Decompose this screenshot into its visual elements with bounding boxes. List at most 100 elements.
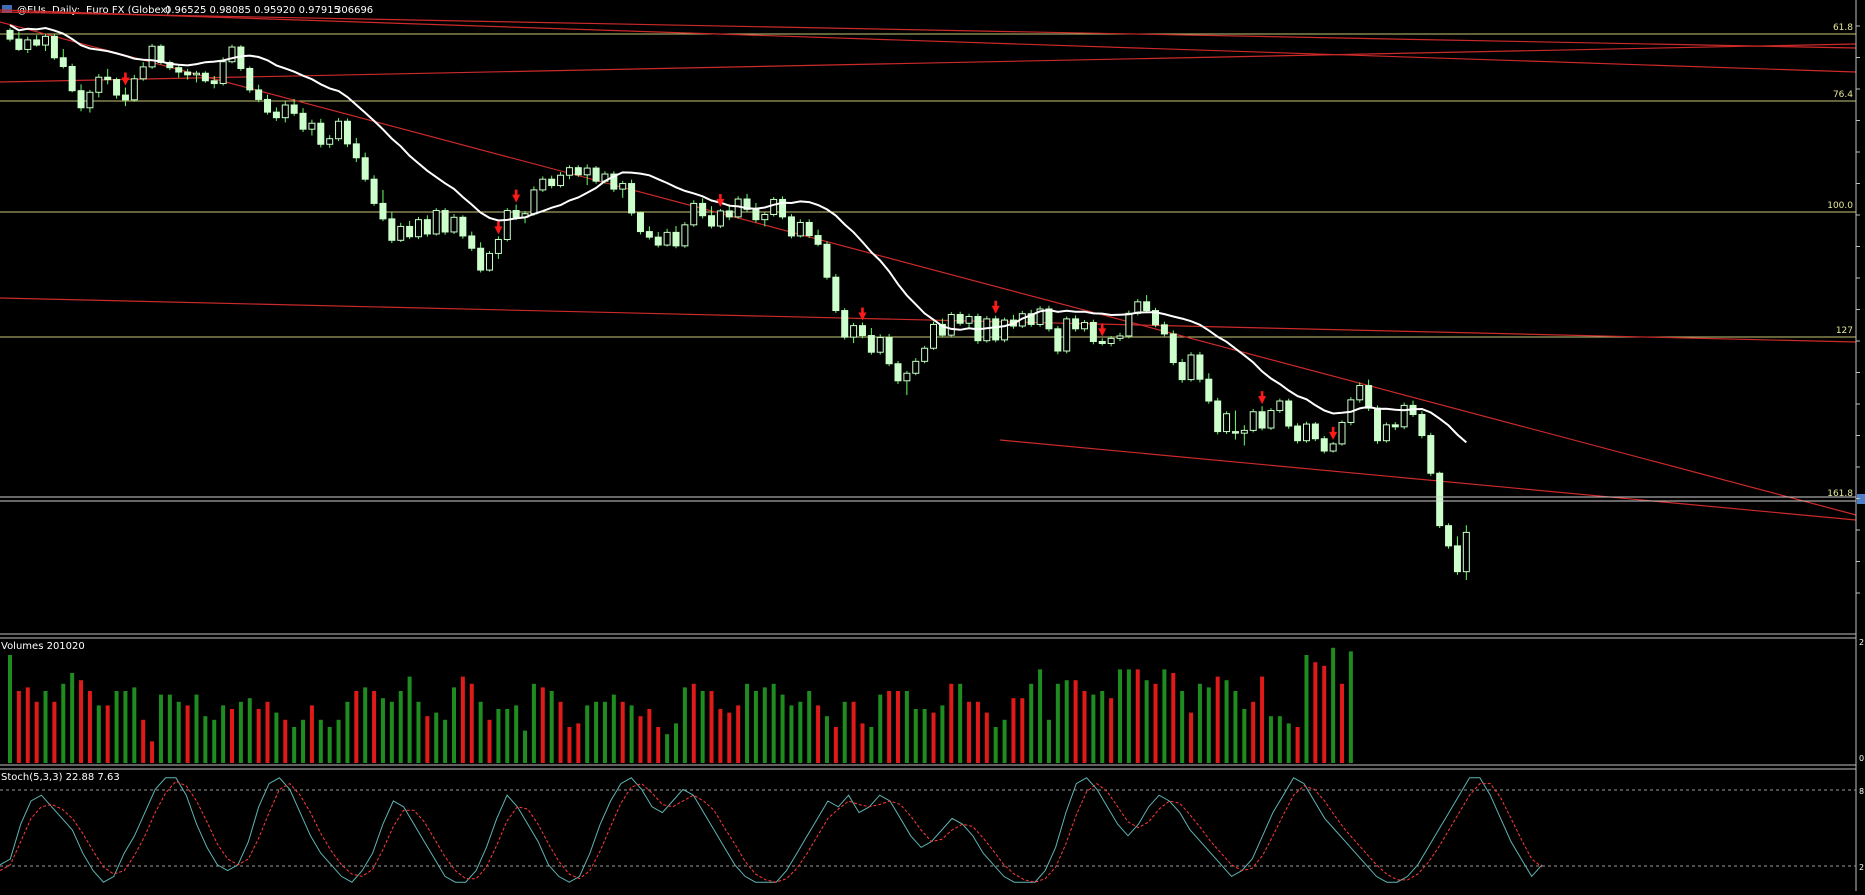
candle-body bbox=[841, 310, 849, 338]
volume-bar bbox=[70, 673, 75, 763]
candle-body bbox=[1338, 421, 1346, 445]
volume-bar bbox=[123, 691, 128, 763]
candle-body bbox=[663, 231, 671, 246]
stoch-level-bottom: 2 bbox=[1859, 863, 1864, 872]
candle-body bbox=[192, 72, 200, 76]
candle-body bbox=[1249, 411, 1257, 431]
volume-bar bbox=[1162, 669, 1167, 763]
volume-bar bbox=[762, 687, 767, 763]
volume-bar bbox=[496, 709, 501, 763]
stoch-level-top: 8 bbox=[1859, 787, 1864, 796]
signal-arrow bbox=[716, 193, 725, 207]
signal-arrow bbox=[121, 72, 130, 86]
volume-bar bbox=[1091, 694, 1096, 763]
candle-body bbox=[1143, 301, 1151, 312]
volume-bar bbox=[96, 705, 101, 763]
volume-bar bbox=[1215, 676, 1220, 763]
candle-body bbox=[468, 235, 476, 249]
volume-bar bbox=[345, 701, 350, 763]
candle-body bbox=[33, 39, 41, 46]
candle-body bbox=[414, 219, 422, 238]
candle-body bbox=[210, 80, 218, 85]
volume-bar bbox=[407, 676, 412, 763]
candle-body bbox=[1462, 531, 1470, 573]
volume-bar bbox=[283, 719, 288, 763]
candle-body bbox=[1152, 310, 1160, 326]
volume-bar bbox=[940, 705, 945, 763]
candle-body bbox=[752, 208, 760, 221]
fibo-label: 61.8 bbox=[1833, 23, 1853, 33]
candle-body bbox=[308, 122, 316, 130]
volume-bar bbox=[256, 709, 261, 763]
volume-bar bbox=[389, 701, 394, 763]
candle-body bbox=[1196, 354, 1204, 380]
candle-body bbox=[610, 173, 618, 190]
volume-bar bbox=[150, 741, 155, 763]
volume-bar bbox=[380, 698, 385, 763]
volume-bar bbox=[221, 705, 226, 763]
volume-bars bbox=[8, 647, 1353, 763]
volume-bar bbox=[1038, 669, 1043, 763]
stoch-signal-line bbox=[0, 780, 1543, 883]
flag-icon bbox=[2, 5, 12, 13]
volume-bar bbox=[629, 705, 634, 763]
volume-bar bbox=[274, 712, 279, 763]
volume-bar bbox=[1180, 691, 1185, 763]
candle-body bbox=[1302, 423, 1310, 442]
volume-bar bbox=[1331, 647, 1336, 763]
candle-body bbox=[716, 210, 724, 227]
candle-body bbox=[938, 323, 946, 336]
volume-bar bbox=[1118, 669, 1122, 763]
volume-bar bbox=[292, 727, 297, 763]
candle-body bbox=[361, 157, 369, 180]
candle-body bbox=[725, 210, 733, 218]
volume-scale-top: 2 bbox=[1859, 638, 1864, 647]
candle-body bbox=[388, 218, 396, 241]
volume-bar bbox=[8, 655, 12, 763]
candle-body bbox=[1400, 404, 1408, 428]
candle-body bbox=[619, 183, 627, 190]
candle-body bbox=[228, 46, 236, 63]
candle-body bbox=[672, 231, 680, 247]
volume-label: Volumes 201020 bbox=[1, 641, 85, 652]
candle-body bbox=[1365, 385, 1373, 409]
candle-body bbox=[930, 323, 938, 349]
volume-bar bbox=[576, 723, 581, 763]
candle-body bbox=[894, 363, 902, 382]
volume-bar bbox=[34, 701, 39, 763]
volume-bar bbox=[638, 716, 643, 763]
volume-bar bbox=[700, 691, 705, 763]
candle-body bbox=[654, 236, 662, 246]
volume-bar bbox=[860, 723, 865, 763]
trendlines bbox=[0, 9, 1857, 521]
stoch-label: Stoch(5,3,3) 22.88 7.63 bbox=[1, 772, 120, 783]
candle-body bbox=[1276, 400, 1284, 412]
candle-body bbox=[1445, 525, 1453, 547]
volume-bar bbox=[1251, 701, 1256, 763]
candle-body bbox=[175, 67, 183, 73]
volume-bar bbox=[309, 705, 314, 763]
candle-body bbox=[317, 122, 325, 145]
candle-body bbox=[805, 221, 813, 237]
candle-body bbox=[477, 247, 485, 271]
volume-bar bbox=[1304, 655, 1309, 763]
candle-body bbox=[1427, 435, 1435, 474]
volume-bar bbox=[16, 691, 21, 763]
candle-body bbox=[592, 167, 600, 182]
candle-body bbox=[823, 243, 831, 278]
header-volume: 306696 bbox=[335, 5, 373, 16]
volume-bar bbox=[52, 701, 57, 763]
candle-body bbox=[95, 76, 103, 93]
candle-body bbox=[690, 202, 698, 226]
candle-body bbox=[512, 210, 520, 218]
candle-body bbox=[574, 167, 582, 176]
candle-body bbox=[699, 202, 707, 217]
volume-bar bbox=[1277, 716, 1282, 763]
candle-body bbox=[148, 45, 156, 68]
volume-bar bbox=[194, 694, 199, 763]
volume-bar bbox=[478, 701, 483, 763]
volume-bar bbox=[1189, 712, 1194, 763]
volume-bar bbox=[585, 705, 590, 763]
volume-bar bbox=[469, 683, 474, 763]
